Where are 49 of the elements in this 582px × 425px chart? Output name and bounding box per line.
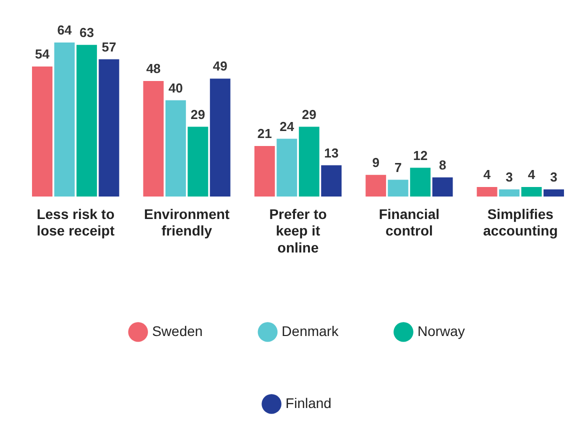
data-label: 3 — [506, 169, 513, 184]
bar — [366, 174, 386, 197]
bar — [165, 100, 186, 197]
bar — [276, 138, 298, 197]
legend-label: Norway — [417, 322, 465, 339]
data-label: 29 — [190, 106, 206, 122]
bar — [298, 126, 320, 197]
bar — [321, 165, 342, 197]
data-label: 8 — [438, 157, 446, 172]
bar — [388, 180, 408, 197]
data-label: 48 — [146, 61, 161, 76]
data-label: 9 — [372, 155, 380, 170]
x-tick-label: Simplifies accounting — [483, 206, 558, 239]
data-label: 64 — [57, 22, 72, 38]
bar — [476, 186, 498, 197]
data-label: 54 — [35, 46, 50, 62]
bar — [210, 78, 230, 197]
data-label: 7 — [394, 160, 402, 175]
x-tick-label: Environment friendly — [144, 206, 230, 239]
bar — [432, 177, 453, 197]
bar — [499, 189, 520, 197]
data-label: 12 — [413, 148, 428, 163]
data-label: 13 — [324, 145, 339, 160]
x-tick-label: Financial control — [378, 206, 440, 239]
data-label: 4 — [528, 167, 536, 182]
bar — [254, 146, 275, 197]
bar — [521, 186, 542, 197]
legend-label: Denmark — [282, 322, 340, 339]
bar — [32, 66, 52, 197]
x-tick-label: Less risk to lose receipt — [36, 206, 115, 239]
data-label: 21 — [257, 126, 272, 142]
bar — [410, 168, 431, 197]
data-label: 29 — [302, 106, 316, 122]
bar — [143, 80, 164, 197]
bar — [76, 44, 97, 197]
bar — [54, 42, 75, 197]
bar — [188, 126, 208, 197]
data-label: 40 — [168, 80, 183, 96]
legend-label: Finland — [286, 394, 332, 411]
data-label: 3 — [550, 169, 558, 184]
legend-label: Sweden — [152, 322, 203, 339]
data-label: 4 — [483, 167, 492, 182]
data-label: 63 — [79, 24, 94, 40]
data-label: 49 — [212, 58, 228, 74]
bar — [98, 59, 120, 197]
data-label: 24 — [280, 118, 295, 134]
data-label: 57 — [102, 39, 116, 54]
bar — [544, 189, 564, 197]
x-tick-label: Prefer to keep it online — [269, 206, 327, 256]
